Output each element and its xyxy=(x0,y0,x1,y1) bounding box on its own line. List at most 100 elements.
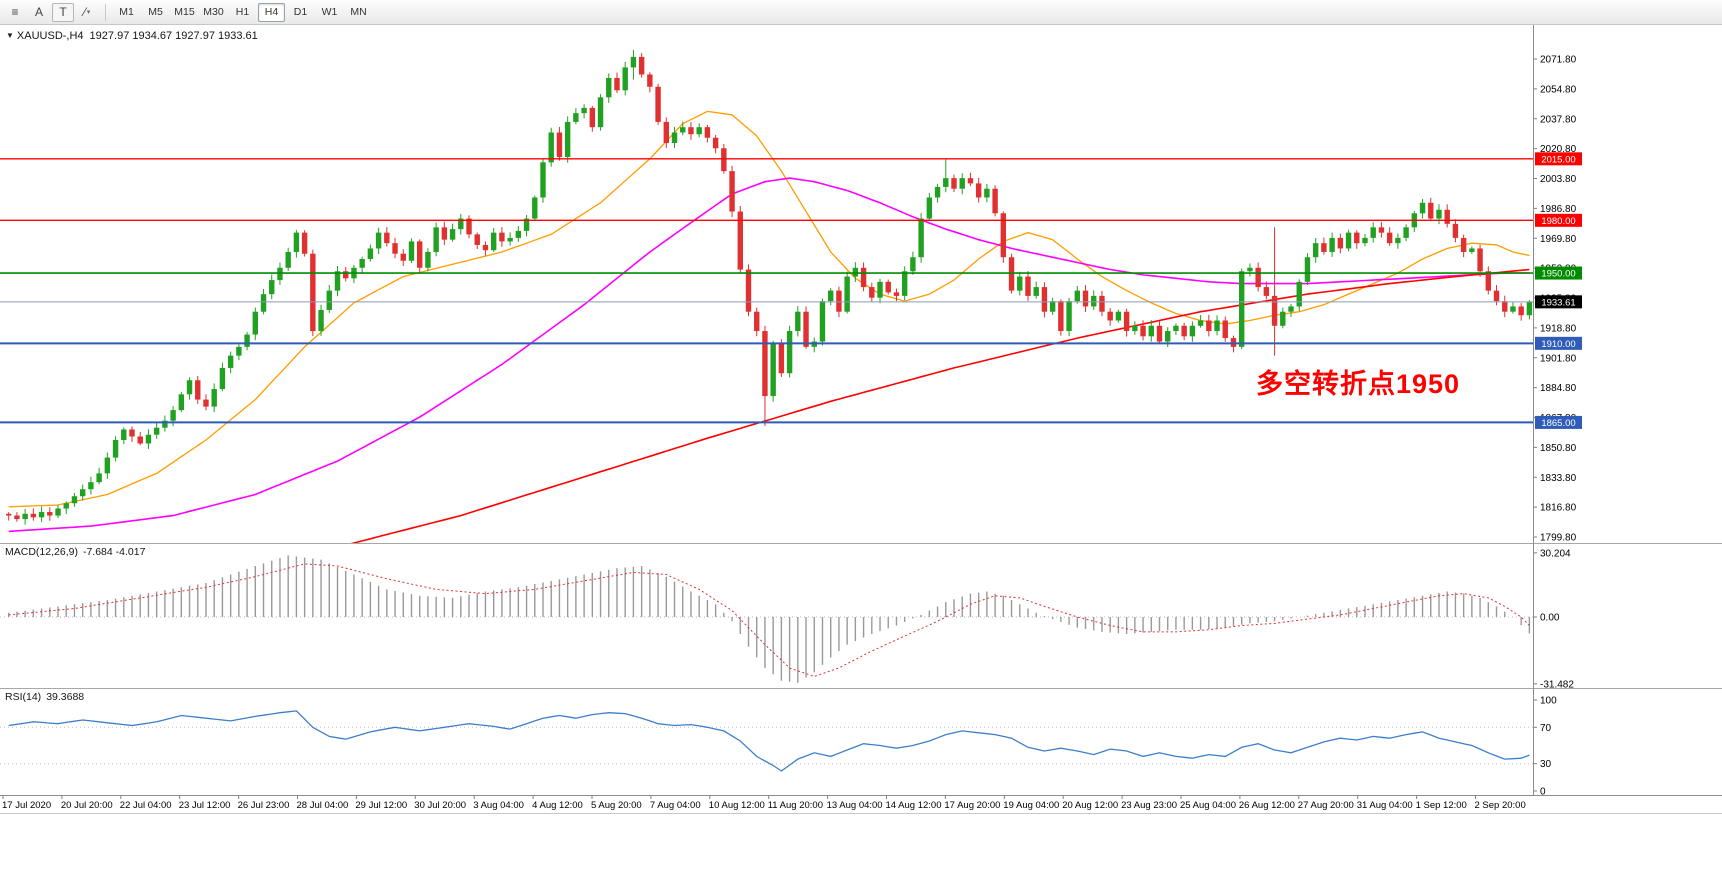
svg-text:30.204: 30.204 xyxy=(1540,548,1571,559)
text-label-icon: A xyxy=(34,5,43,19)
svg-text:1816.80: 1816.80 xyxy=(1540,503,1577,514)
svg-text:2037.80: 2037.80 xyxy=(1540,114,1577,125)
svg-text:1 Sep 12:00: 1 Sep 12:00 xyxy=(1416,800,1467,811)
svg-text:5 Aug 20:00: 5 Aug 20:00 xyxy=(591,800,642,811)
svg-text:1933.61: 1933.61 xyxy=(1541,297,1575,308)
svg-text:-31.482: -31.482 xyxy=(1540,679,1574,690)
rsi-line xyxy=(8,710,1530,772)
dropdown-caret-icon: ▾ xyxy=(86,9,91,16)
chart-objects-icon: ≡ xyxy=(11,5,19,19)
timeframe-button-m30[interactable]: M30 xyxy=(200,3,227,22)
text-box-icon: T xyxy=(59,5,67,19)
chart-objects-tool-button[interactable]: ≡ xyxy=(4,3,26,22)
text-label-tool-button[interactable]: A xyxy=(28,3,50,22)
svg-text:0.00: 0.00 xyxy=(1540,613,1560,624)
svg-text:14 Aug 12:00: 14 Aug 12:00 xyxy=(886,800,942,811)
time-axis[interactable]: 17 Jul 2020 20 Jul 20:00 22 Jul 04:00 23 Ju… xyxy=(2,795,1526,812)
svg-text:1850.80: 1850.80 xyxy=(1540,443,1577,454)
svg-text:17 Aug 20:00: 17 Aug 20:00 xyxy=(944,800,1000,811)
svg-text:1799.80: 1799.80 xyxy=(1540,533,1577,544)
svg-text:29 Jul 12:00: 29 Jul 12:00 xyxy=(355,800,407,811)
svg-text:28 Jul 04:00: 28 Jul 04:00 xyxy=(297,800,349,811)
macd-values: -7.684 -4.017 xyxy=(82,546,146,558)
toolbar-separator xyxy=(105,3,106,21)
macd-label: MACD(12,26,9) xyxy=(5,546,78,558)
svg-text:30: 30 xyxy=(1540,759,1552,770)
svg-text:3 Aug 04:00: 3 Aug 04:00 xyxy=(473,800,524,811)
svg-text:1910.00: 1910.00 xyxy=(1541,339,1575,350)
svg-text:2071.80: 2071.80 xyxy=(1540,55,1577,66)
svg-text:4 Aug 12:00: 4 Aug 12:00 xyxy=(532,800,583,811)
moving-average-fast-orange xyxy=(8,110,1530,508)
svg-text:20 Jul 20:00: 20 Jul 20:00 xyxy=(61,800,113,811)
rsi-plot xyxy=(0,710,1533,772)
macd-indicator-title: MACD(12,26,9) -7.684 -4.017 xyxy=(5,546,145,558)
svg-text:70: 70 xyxy=(1540,723,1552,734)
price-level-label-1865.00[interactable]: 1865.00 xyxy=(1535,415,1582,429)
svg-text:17 Jul 2020: 17 Jul 2020 xyxy=(2,800,51,811)
timeframe-button-d1[interactable]: D1 xyxy=(287,3,314,22)
svg-text:26 Jul 23:00: 26 Jul 23:00 xyxy=(238,800,290,811)
svg-text:2020.80: 2020.80 xyxy=(1540,144,1577,155)
timeframe-button-w1[interactable]: W1 xyxy=(316,3,343,22)
price-level-label-2015.00[interactable]: 2015.00 xyxy=(1535,152,1582,166)
svg-text:30 Jul 20:00: 30 Jul 20:00 xyxy=(414,800,466,811)
svg-text:27 Aug 20:00: 27 Aug 20:00 xyxy=(1298,800,1354,811)
timeframe-button-m1[interactable]: M1 xyxy=(113,3,140,22)
svg-text:1986.80: 1986.80 xyxy=(1540,204,1577,215)
price-level-label-1910.00[interactable]: 1910.00 xyxy=(1535,336,1582,350)
svg-text:1901.80: 1901.80 xyxy=(1540,353,1577,364)
macd-plot xyxy=(0,555,1533,683)
bid-price-label[interactable]: 1933.61 xyxy=(1535,295,1582,309)
line-style-icon: ⁄ xyxy=(83,5,86,19)
price-level-label-1950.00[interactable]: 1950.00 xyxy=(1535,266,1582,280)
svg-text:31 Aug 04:00: 31 Aug 04:00 xyxy=(1357,800,1413,811)
svg-text:100: 100 xyxy=(1540,696,1557,707)
main-chart-plot xyxy=(0,49,1533,543)
rsi-value: 39.3688 xyxy=(46,691,85,703)
chart-annotation-text: 多空转折点1950 xyxy=(1256,369,1461,399)
timeframe-buttons-group: M1 M5 M15 M30 H1 H4 D1 W1 MN xyxy=(112,2,373,22)
candlestick-series xyxy=(6,49,1533,525)
timeframe-button-h4[interactable]: H4 xyxy=(258,2,285,22)
moving-average-mid-magenta xyxy=(8,177,1530,533)
toolbar-tools-group: ≡ A T ⁄ ▾ xyxy=(3,2,99,22)
svg-text:10 Aug 12:00: 10 Aug 12:00 xyxy=(709,800,765,811)
chart-toolbar: ≡ A T ⁄ ▾ M1 M5 M15 M30 H1 H4 D1 W1 MN xyxy=(0,0,1722,25)
line-style-tool-button[interactable]: ⁄ ▾ xyxy=(76,3,98,22)
price-level-label-1980.00[interactable]: 1980.00 xyxy=(1535,213,1582,227)
svg-text:20 Aug 12:00: 20 Aug 12:00 xyxy=(1062,800,1118,811)
timeframe-button-h1[interactable]: H1 xyxy=(229,3,256,22)
svg-text:26 Aug 12:00: 26 Aug 12:00 xyxy=(1239,800,1295,811)
svg-text:25 Aug 04:00: 25 Aug 04:00 xyxy=(1180,800,1236,811)
svg-text:19 Aug 04:00: 19 Aug 04:00 xyxy=(1003,800,1059,811)
svg-text:1980.00: 1980.00 xyxy=(1541,216,1575,227)
svg-text:1950.00: 1950.00 xyxy=(1541,269,1575,280)
svg-text:1865.00: 1865.00 xyxy=(1541,418,1575,429)
timeframe-button-m15[interactable]: M15 xyxy=(171,3,198,22)
text-box-tool-button[interactable]: T xyxy=(52,2,74,22)
svg-text:1918.80: 1918.80 xyxy=(1540,323,1577,334)
svg-text:23 Aug 23:00: 23 Aug 23:00 xyxy=(1121,800,1177,811)
timeframe-button-mn[interactable]: MN xyxy=(345,3,372,22)
chart-ohlc-values: 1927.97 1934.67 1927.97 1933.61 xyxy=(89,30,258,42)
chart-title: ▼ XAUUSD-,H4 1927.97 1934.67 1927.97 1933.… xyxy=(6,30,258,42)
timeframe-button-m5[interactable]: M5 xyxy=(142,3,169,22)
svg-text:13 Aug 04:00: 13 Aug 04:00 xyxy=(827,800,883,811)
svg-text:11 Aug 20:00: 11 Aug 20:00 xyxy=(768,800,823,811)
svg-text:2003.80: 2003.80 xyxy=(1540,174,1577,185)
moving-average-slow-red xyxy=(350,268,1530,543)
macd-signal-line xyxy=(8,563,1530,678)
svg-text:23 Jul 12:00: 23 Jul 12:00 xyxy=(179,800,231,811)
rsi-indicator-title: RSI(14) 39.3688 xyxy=(5,691,84,703)
svg-text:1833.80: 1833.80 xyxy=(1540,473,1577,484)
svg-text:0: 0 xyxy=(1540,787,1546,798)
svg-text:2015.00: 2015.00 xyxy=(1541,154,1575,165)
chart-collapse-icon[interactable]: ▼ xyxy=(6,31,14,40)
chart-symbol-period: XAUUSD-,H4 xyxy=(16,30,84,42)
svg-text:7 Aug 04:00: 7 Aug 04:00 xyxy=(650,800,701,811)
svg-text:2 Sep 20:00: 2 Sep 20:00 xyxy=(1475,800,1526,811)
rsi-label: RSI(14) xyxy=(5,691,42,703)
